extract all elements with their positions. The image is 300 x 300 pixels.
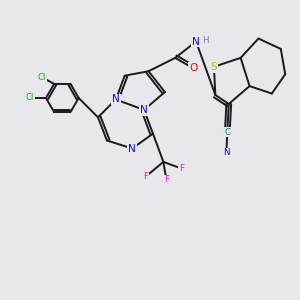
- Text: N: N: [223, 148, 230, 158]
- Text: C: C: [224, 128, 230, 137]
- Text: Cl: Cl: [26, 94, 34, 103]
- Text: N: N: [112, 94, 120, 104]
- Text: F: F: [164, 175, 169, 184]
- Text: S: S: [211, 62, 217, 72]
- Text: O: O: [189, 63, 197, 73]
- Text: N: N: [192, 37, 200, 46]
- Text: Cl: Cl: [38, 73, 46, 82]
- Text: N: N: [128, 143, 136, 154]
- Text: F: F: [143, 172, 148, 181]
- Text: H: H: [202, 35, 208, 44]
- Text: F: F: [179, 164, 184, 173]
- Text: N: N: [140, 105, 148, 115]
